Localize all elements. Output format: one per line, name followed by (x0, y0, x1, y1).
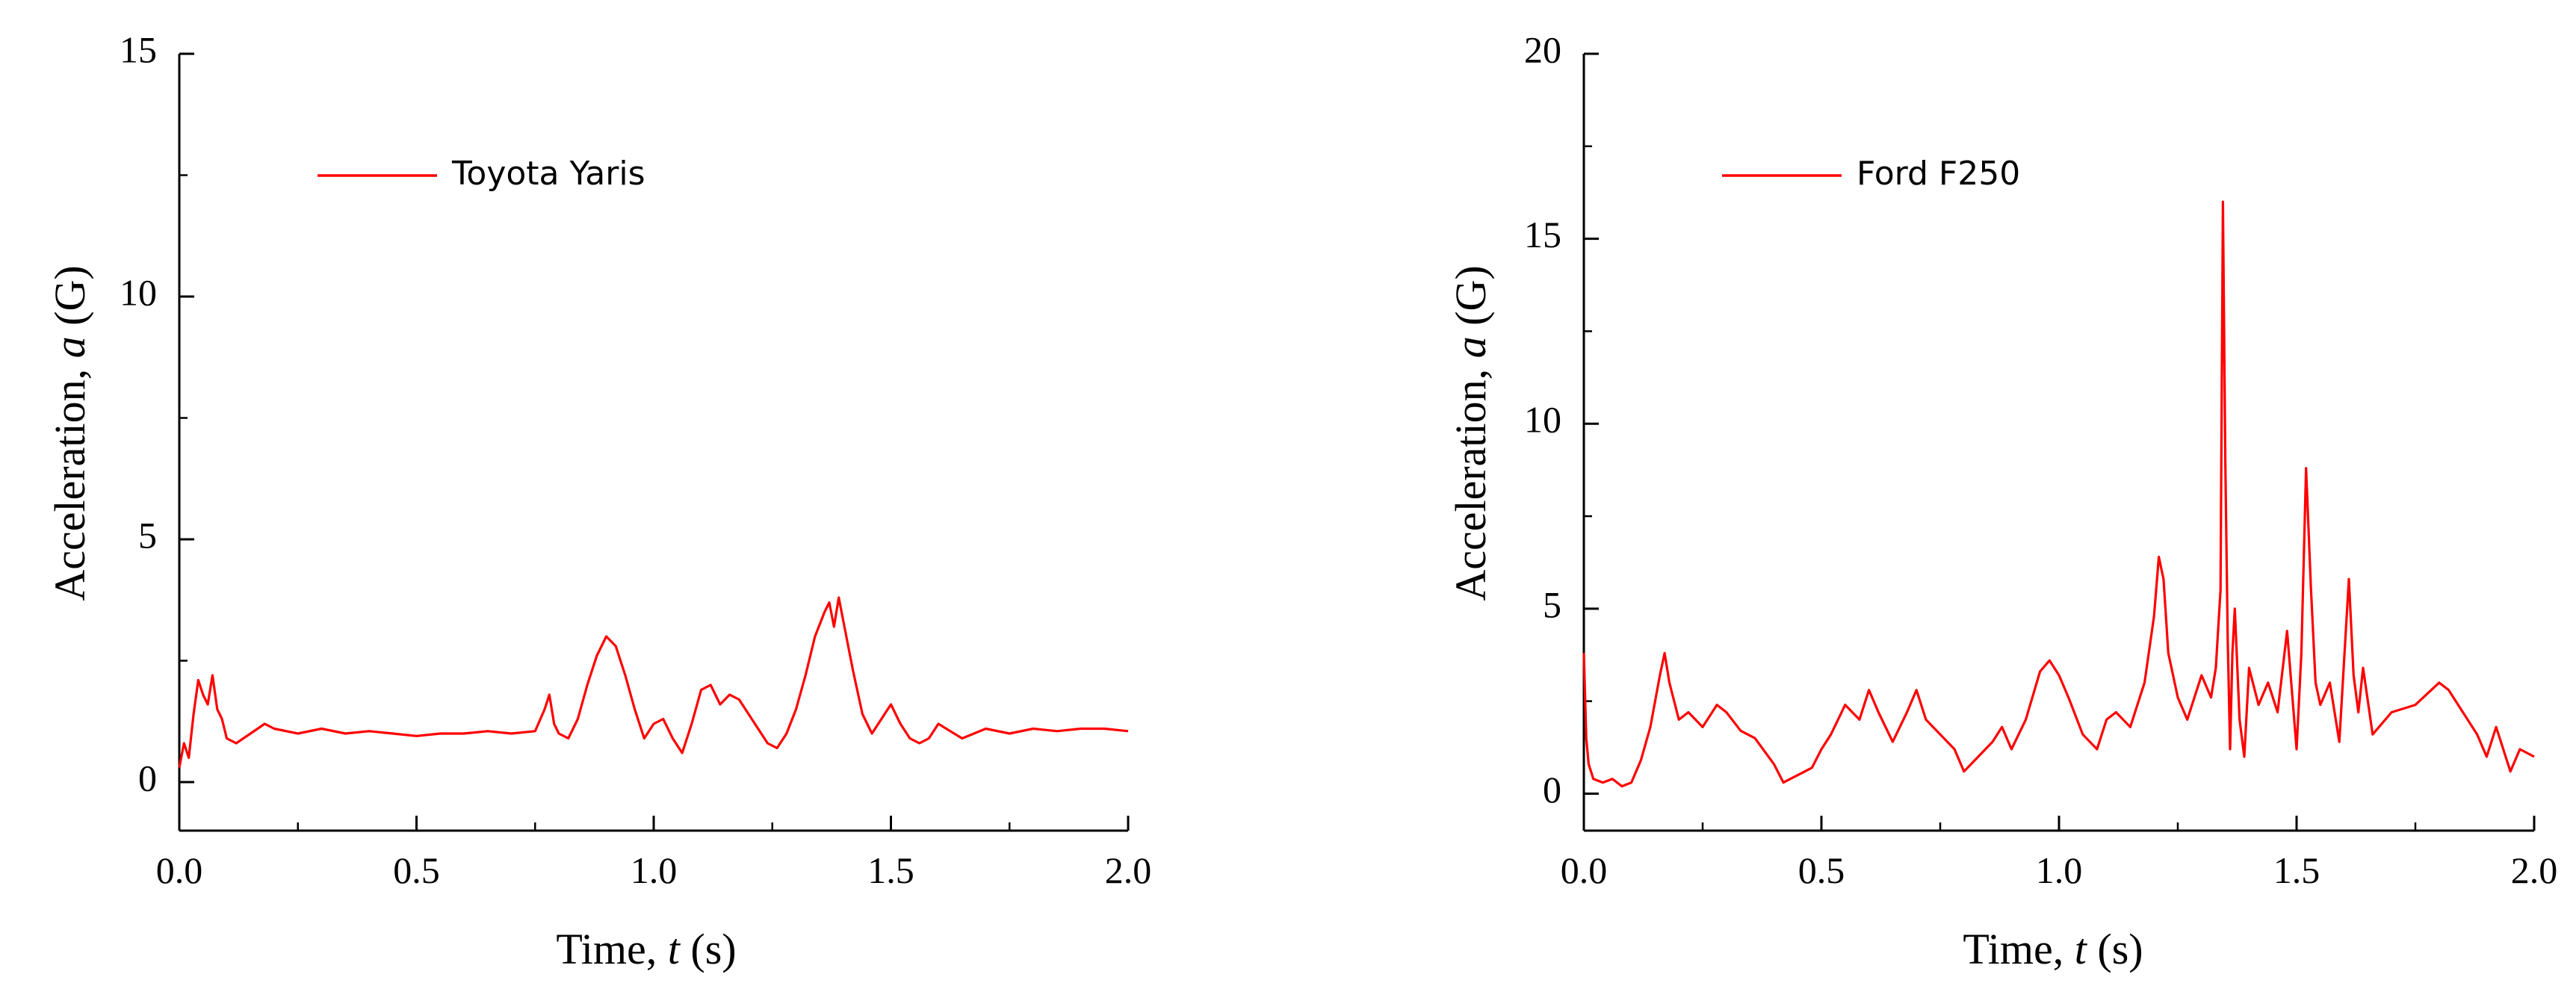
svg-text:Acceleration, a (G): Acceleration, a (G) (1446, 265, 1495, 601)
x-axis-label-right: Time, t (s) (1963, 925, 2143, 973)
x-tick-label: 1.0 (2036, 849, 2083, 891)
x-tick-label: 2.0 (2511, 849, 2558, 891)
chart-toyota-yaris: Acceleration, a (G) Time, t (s) 0 5 10 15 0… (46, 28, 1151, 973)
x-axis-right: 0.0 0.5 1.0 1.5 2.0 (1561, 816, 2558, 891)
legend-left: Toyota Yaris (318, 155, 645, 193)
y-axis-label-left: Acceleration, a (G) (46, 265, 94, 601)
x-tick-label: 0.0 (1561, 849, 1608, 891)
y-tick-label: 15 (120, 28, 157, 70)
chart-ford-f250: Acceleration, a (G) Time, t (s) 0 5 10 15 20… (1446, 28, 2557, 973)
y-tick-label: 10 (1524, 399, 1561, 441)
x-tick-label: 0.5 (1798, 849, 1845, 891)
svg-text:Acceleration, a (G): Acceleration, a (G) (46, 265, 94, 601)
x-tick-label: 0.5 (393, 849, 440, 891)
x-tick-label: 1.5 (867, 849, 914, 891)
legend-label-toyota-yaris: Toyota Yaris (451, 155, 645, 193)
series-line-ford-f250 (1582, 200, 2535, 788)
y-tick-label: 15 (1524, 214, 1561, 255)
y-tick-label: 5 (1543, 583, 1561, 625)
y-axis-label-right: Acceleration, a (G) (1446, 265, 1495, 601)
legend-label-ford-f250: Ford F250 (1857, 155, 2020, 193)
y-tick-label: 5 (138, 514, 157, 556)
y-tick-label: 20 (1524, 28, 1561, 70)
x-tick-label: 1.0 (631, 849, 678, 891)
series-line-toyota-yaris (178, 596, 1129, 768)
x-axis-label-left: Time, t (s) (556, 925, 736, 973)
y-axis-left: 0 5 10 15 (120, 28, 194, 831)
x-axis-left: 0.0 0.5 1.0 1.5 2.0 (156, 816, 1152, 891)
y-tick-label: 10 (120, 271, 157, 313)
y-tick-label: 0 (1543, 769, 1561, 810)
y-tick-label: 0 (138, 757, 157, 799)
x-tick-label: 2.0 (1105, 849, 1152, 891)
y-axis-right: 0 5 10 15 20 (1524, 28, 1599, 831)
x-tick-label: 1.5 (2273, 849, 2320, 891)
x-tick-label: 0.0 (156, 849, 203, 891)
legend-right: Ford F250 (1722, 155, 2020, 193)
